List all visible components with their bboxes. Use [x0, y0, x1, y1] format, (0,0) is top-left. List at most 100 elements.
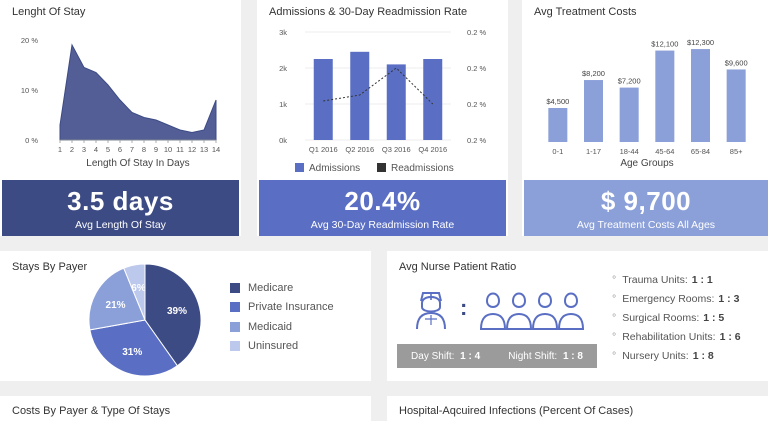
ratio-colon: : — [460, 295, 468, 320]
y-tick-label-right: 0.2 % — [467, 28, 487, 37]
unit-ratio-item: ° Rehabilitation Units: 1 : 6 — [612, 327, 741, 346]
treatment-costs-card: Avg Treatment Costs $4,500 0-1 $8,200 1-17 $… — [522, 0, 768, 236]
day-shift-ratio: 1 : 4 — [460, 350, 481, 362]
x-axis-title: Length Of Stay In Days — [86, 158, 189, 169]
night-shift-label: Night Shift: — [508, 350, 558, 362]
x-tick-label: 2 — [70, 145, 74, 154]
nurse-icon — [416, 292, 446, 330]
length-of-stay-card: Lenght Of Stay 0 % 10 % 20 % 1 2 3 4 5 6 7 8 9 10 11 1… — [0, 0, 241, 236]
cost-bar — [548, 108, 568, 142]
length-of-stay-area — [59, 43, 217, 141]
unit-ratio: 1 : 5 — [703, 311, 725, 324]
y-tick-label-left: 3k — [279, 28, 287, 37]
x-tick-label: 13 — [200, 145, 208, 154]
legend-swatch — [230, 282, 240, 293]
day-shift-label: Day Shift: — [411, 350, 455, 362]
pie-data-label: 6% — [131, 283, 146, 294]
nurse-ratio-title: Avg Nurse Patient Ratio — [399, 261, 517, 273]
cost-data-label: $4,500 — [546, 97, 569, 106]
x-tick-label: 7 — [130, 145, 134, 154]
treatment-costs-chart: $4,500 0-1 $8,200 1-17 $7,200 18-44 $12,100 45-… — [546, 38, 747, 169]
y-tick-label: 0 % — [25, 136, 38, 145]
legend-item: Private Insurance — [230, 298, 334, 318]
y-tick-label-left: 0k — [279, 136, 287, 145]
x-tick-label: Q2 2016 — [345, 145, 374, 154]
pie-slice — [88, 267, 146, 331]
unit-label: Nursery Units: — [622, 349, 689, 362]
legend-swatch-admissions — [295, 163, 304, 172]
x-tick-label: Q1 2016 — [309, 145, 338, 154]
admissions-bar — [386, 64, 406, 140]
unit-ratio-list: ° Trauma Units: 1 : 1 ° Emergency Rooms: 1 :… — [612, 270, 741, 365]
cost-data-label: $8,200 — [582, 69, 605, 78]
x-tick-label: 11 — [176, 145, 184, 154]
y-tick-label-right: 0.2 % — [467, 136, 487, 145]
unit-ratio-item: ° Surgical Rooms: 1 : 5 — [612, 308, 741, 327]
readmission-kpi: 20.4% Avg 30-Day Readmission Rate — [259, 180, 506, 236]
length-of-stay-kpi-value: 3.5 days — [67, 186, 174, 216]
x-tick-label: 1 — [58, 145, 62, 154]
x-tick-label: 65-84 — [691, 147, 710, 156]
patients-icon — [479, 292, 585, 330]
legend-swatch — [230, 321, 240, 332]
admissions-chart: 0k 1k 2k 3k 0.2 % 0.2 % 0.2 % 0.2 % Q1 2016 Q2 20… — [279, 28, 487, 174]
cost-bar — [619, 87, 639, 142]
cost-data-label: $12,100 — [651, 40, 678, 49]
treatment-costs-kpi: $ 9,700 Avg Treatment Costs All Ages — [524, 180, 768, 236]
legend-swatch — [230, 302, 240, 313]
treatment-costs-kpi-label: Avg Treatment Costs All Ages — [576, 219, 716, 231]
admissions-bar — [313, 59, 333, 140]
legend-label: Medicare — [248, 281, 294, 294]
bullet-icon: ° — [612, 330, 617, 343]
cost-bar — [726, 69, 746, 142]
bullet-icon: ° — [612, 273, 617, 286]
x-tick-label: 4 — [94, 145, 98, 154]
night-shift-ratio: 1 : 8 — [562, 350, 583, 362]
pie-data-label: 21% — [106, 300, 126, 311]
x-tick-label: Q4 2016 — [418, 145, 447, 154]
unit-ratio-item: ° Trauma Units: 1 : 1 — [612, 270, 741, 289]
stays-by-payer-card: Stays By Payer 39% 31% 21% 6% — [0, 251, 371, 381]
y-tick-label: 10 % — [21, 86, 38, 95]
cost-data-label: $7,200 — [618, 77, 641, 86]
legend-label-admissions: Admissions — [309, 163, 360, 174]
pie-data-label: 31% — [122, 347, 142, 358]
x-tick-label: 0-1 — [552, 147, 563, 156]
pie-data-label: 39% — [167, 306, 187, 317]
readmissions-line — [323, 67, 434, 105]
treatment-costs-kpi-value: $ 9,700 — [600, 186, 692, 216]
stays-by-payer-legend: Medicare Private Insurance Medicaid Uninsur… — [230, 278, 334, 356]
legend-swatch-readmissions — [377, 163, 386, 172]
length-of-stay-kpi: 3.5 days Avg Length Of Stay — [2, 180, 239, 236]
unit-ratio-item: ° Emergency Rooms: 1 : 3 — [612, 289, 741, 308]
unit-ratio: 1 : 6 — [719, 330, 741, 343]
x-tick-label: Q3 2016 — [382, 145, 411, 154]
x-tick-label: 45-64 — [655, 147, 674, 156]
x-axis-title: Age Groups — [620, 158, 673, 169]
x-tick-label: 8 — [142, 145, 146, 154]
x-tick-label: 10 — [164, 145, 172, 154]
readmission-kpi-label: Avg 30-Day Readmission Rate — [310, 219, 455, 231]
x-tick-label: 18-44 — [620, 147, 639, 156]
unit-label: Trauma Units: — [622, 273, 688, 286]
length-of-stay-title: Lenght Of Stay — [12, 6, 86, 18]
x-tick-label: 3 — [82, 145, 86, 154]
x-tick-label: 5 — [106, 145, 110, 154]
pie-slice — [89, 319, 179, 377]
unit-ratio: 1 : 8 — [692, 349, 714, 362]
admissions-title: Admissions & 30-Day Readmission Rate — [269, 6, 468, 18]
legend-swatch — [230, 341, 240, 352]
legend-label-readmissions: Readmissions — [391, 163, 454, 174]
bullet-icon: ° — [612, 349, 617, 362]
costs-by-payer-title: Costs By Payer & Type Of Stays — [12, 405, 171, 417]
bullet-icon: ° — [612, 292, 617, 305]
cost-bar — [691, 49, 710, 142]
cost-bar — [584, 80, 603, 142]
legend-label: Uninsured — [248, 340, 299, 353]
x-tick-label: 1-17 — [586, 147, 601, 156]
costs-by-payer-card: Costs By Payer & Type Of Stays — [0, 396, 371, 421]
legend-item: Medicare — [230, 278, 334, 298]
stays-by-payer-title: Stays By Payer — [12, 261, 88, 273]
unit-label: Surgical Rooms: — [622, 311, 700, 324]
cost-data-label: $12,300 — [687, 38, 714, 47]
